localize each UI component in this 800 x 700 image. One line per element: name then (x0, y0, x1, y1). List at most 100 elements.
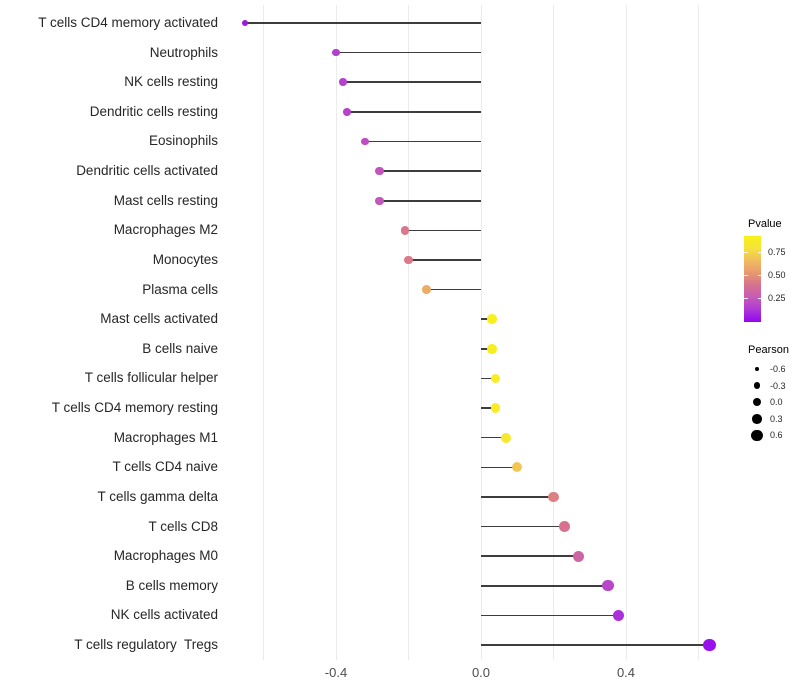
colorbar-tick-mark (744, 252, 748, 253)
dot (702, 638, 716, 652)
dot (375, 196, 384, 205)
dot (242, 19, 249, 27)
stem (343, 81, 481, 84)
gridline (553, 5, 554, 660)
x-tick-label: 0.0 (471, 665, 491, 680)
y-axis-label: T cells gamma delta (97, 488, 218, 504)
stem (481, 555, 579, 557)
y-axis-label: Plasma cells (142, 281, 218, 297)
x-tick-label: -0.4 (324, 665, 348, 680)
colorbar-tick-mark (757, 275, 761, 276)
dot (512, 462, 523, 473)
stem (481, 377, 496, 380)
stem (481, 318, 492, 320)
stem (481, 466, 518, 469)
pvalue-legend-title: Pvalue (748, 218, 782, 230)
stem (379, 170, 481, 172)
stem (481, 644, 710, 646)
size-legend-label: -0.3 (770, 380, 786, 391)
pvalue-colorbar (744, 236, 761, 322)
dot (559, 521, 570, 532)
colorbar-tick-label: 0.50 (768, 270, 786, 280)
size-legend-label: 0.0 (770, 397, 783, 408)
stem (481, 407, 496, 409)
y-axis-label: T cells CD8 (148, 518, 218, 534)
dot (487, 343, 497, 354)
x-tick-label: 0.4 (616, 665, 636, 680)
y-axis-label: Macrophages M0 (113, 548, 218, 564)
dot (490, 403, 501, 413)
stem (336, 51, 481, 54)
y-axis-label: T cells CD4 memory activated (38, 15, 218, 30)
size-legend-label: -0.6 (770, 364, 786, 374)
stem (481, 614, 619, 617)
dot (573, 550, 585, 562)
dot (343, 108, 351, 116)
dot (404, 255, 413, 265)
stem (379, 199, 481, 202)
size-legend-dot (753, 398, 761, 407)
size-legend-dot (754, 366, 760, 372)
dot (501, 432, 512, 443)
dot (339, 78, 347, 86)
y-axis-label: T cells CD4 memory resting (51, 400, 218, 416)
dot (361, 137, 369, 146)
gridline (408, 5, 409, 660)
stem (245, 22, 481, 24)
y-axis-label: B cells memory (125, 577, 218, 593)
pearson-legend-title: Pearson (748, 344, 789, 356)
y-axis-label: B cells naive (142, 340, 218, 356)
size-legend-dot (752, 414, 762, 424)
y-axis-label: Macrophages M1 (113, 429, 218, 445)
y-axis-label: Neutrophils (149, 44, 218, 60)
y-axis-label: Dendritic cells resting (89, 103, 218, 119)
y-axis-label: Mast cells resting (113, 192, 218, 208)
size-legend-dot (751, 429, 763, 441)
y-axis-label: T cells follicular helper (84, 370, 218, 386)
stem (481, 584, 608, 587)
gridline (698, 5, 699, 660)
plot-panel (230, 5, 735, 660)
dot (400, 226, 410, 235)
colorbar-tick-mark (744, 275, 748, 276)
colorbar-tick-mark (757, 252, 761, 253)
y-axis-label: Mast cells activated (100, 311, 218, 327)
size-legend-label: 0.3 (770, 413, 783, 424)
dot (490, 373, 501, 384)
stem (481, 348, 492, 350)
dot (375, 167, 384, 176)
gridline (335, 5, 337, 660)
size-legend-label: 0.6 (770, 430, 783, 441)
stem (365, 140, 481, 143)
dot (332, 48, 340, 57)
y-axis-label: Dendritic cells activated (76, 163, 218, 179)
y-axis-label: Macrophages M2 (113, 222, 218, 238)
y-axis-label: Monocytes (152, 251, 218, 267)
dot (487, 314, 497, 325)
dot (548, 491, 559, 503)
colorbar-tick-label: 0.25 (768, 293, 786, 303)
stem (481, 436, 507, 439)
gridline (480, 5, 482, 660)
colorbar-tick-label: 0.75 (768, 247, 786, 257)
gridline (625, 5, 627, 660)
y-axis-label: NK cells resting (124, 74, 218, 90)
stem (481, 525, 565, 528)
stem (481, 496, 554, 498)
gridline (263, 5, 264, 660)
stem (346, 111, 481, 113)
colorbar-tick-mark (744, 298, 748, 299)
colorbar-tick-mark (757, 298, 761, 299)
y-axis-label: T cells CD4 naive (112, 459, 218, 475)
stem (408, 259, 481, 261)
y-axis-label: T cells regulatory Tregs (74, 637, 218, 653)
stem (426, 288, 481, 291)
size-legend-dot (753, 382, 761, 389)
dot (602, 580, 614, 592)
dot (422, 285, 431, 294)
stem (404, 229, 481, 232)
dot (613, 609, 625, 622)
y-axis-label: NK cells activated (110, 607, 218, 623)
y-axis-label: Eosinophils (148, 133, 218, 149)
